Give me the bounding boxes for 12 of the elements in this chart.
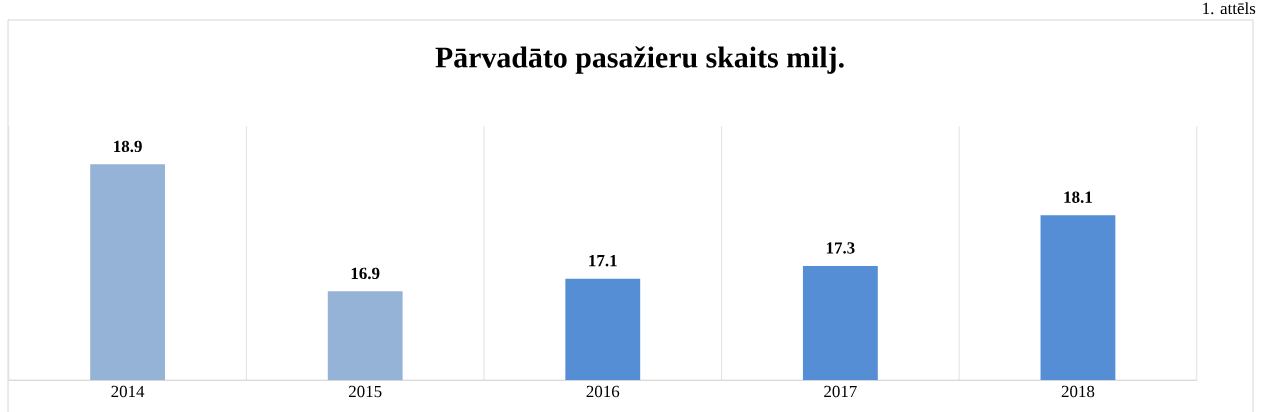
- text: 1. attēls: [1203, 2, 1256, 14]
- data-label: 16.9: [351, 267, 380, 279]
- data-label: 18.1: [1064, 191, 1092, 203]
- x-tick-label: 2014: [111, 385, 145, 398]
- x-tick-label: 2018: [1061, 385, 1095, 398]
- data-label: 17.3: [826, 242, 855, 254]
- x-tick-label: 2017: [824, 385, 857, 398]
- chart-title: Pārvadāto pasažieru skaits milj.: [435, 46, 844, 74]
- data-label: 17.1: [589, 254, 617, 267]
- data-label: 18.9: [114, 140, 142, 152]
- x-tick-label: 2015: [349, 385, 382, 398]
- x-tick-label: 2016: [586, 385, 620, 398]
